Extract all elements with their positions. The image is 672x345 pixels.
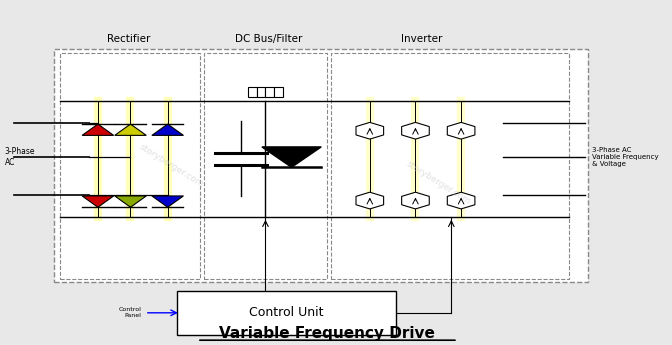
Bar (274, 87, 284, 97)
Bar (331, 53, 569, 279)
Polygon shape (152, 196, 183, 207)
Text: Variable Frequency Drive: Variable Frequency Drive (220, 326, 435, 341)
Text: Control Unit: Control Unit (249, 306, 324, 319)
Text: storyberger.com: storyberger.com (405, 159, 472, 206)
Polygon shape (448, 192, 475, 209)
Text: Rectifier: Rectifier (107, 34, 151, 44)
Polygon shape (356, 192, 384, 209)
Bar (247, 87, 257, 97)
Bar (60, 53, 200, 279)
Text: storyberger.com: storyberger.com (137, 142, 205, 189)
Text: 3-Phase AC
Variable Frequency
& Voltage: 3-Phase AC Variable Frequency & Voltage (591, 147, 658, 167)
Polygon shape (82, 124, 114, 135)
Polygon shape (152, 124, 183, 135)
Polygon shape (448, 122, 475, 139)
FancyBboxPatch shape (177, 290, 396, 335)
Text: Inverter: Inverter (401, 34, 443, 44)
Bar (54, 49, 588, 282)
Text: Control
Panel: Control Panel (119, 307, 142, 318)
Polygon shape (115, 196, 146, 207)
Polygon shape (402, 122, 429, 139)
Bar (204, 53, 327, 279)
Bar (265, 87, 274, 97)
Polygon shape (82, 196, 114, 207)
Polygon shape (115, 124, 146, 135)
Polygon shape (356, 122, 384, 139)
Bar (257, 87, 265, 97)
Text: DC Bus/Filter: DC Bus/Filter (235, 34, 302, 44)
Polygon shape (402, 192, 429, 209)
Polygon shape (262, 147, 321, 167)
Text: 3-Phase
AC: 3-Phase AC (5, 147, 35, 167)
